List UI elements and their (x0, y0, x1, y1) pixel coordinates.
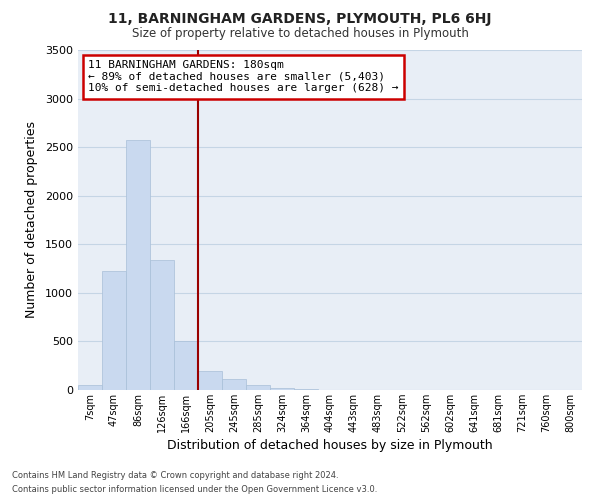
Bar (246, 385, 270, 390)
Bar (198, 370, 222, 390)
Text: Size of property relative to detached houses in Plymouth: Size of property relative to detached ho… (131, 28, 469, 40)
Text: 11 BARNINGHAM GARDENS: 180sqm
← 89% of detached houses are smaller (5,403)
10% o: 11 BARNINGHAM GARDENS: 180sqm ← 89% of d… (88, 60, 398, 94)
Text: Contains public sector information licensed under the Open Government Licence v3: Contains public sector information licen… (12, 486, 377, 494)
Bar (102, 270, 126, 390)
Y-axis label: Number of detached properties: Number of detached properties (25, 122, 38, 318)
Bar (222, 380, 246, 390)
Bar (150, 260, 174, 390)
X-axis label: Distribution of detached houses by size in Plymouth: Distribution of detached houses by size … (167, 439, 493, 452)
Text: 11, BARNINGHAM GARDENS, PLYMOUTH, PL6 6HJ: 11, BARNINGHAM GARDENS, PLYMOUTH, PL6 6H… (108, 12, 492, 26)
Text: Contains HM Land Registry data © Crown copyright and database right 2024.: Contains HM Land Registry data © Crown c… (12, 470, 338, 480)
Bar (126, 140, 150, 390)
Bar (174, 342, 198, 390)
Bar (270, 388, 294, 390)
Bar (294, 388, 318, 390)
Bar (78, 385, 102, 390)
